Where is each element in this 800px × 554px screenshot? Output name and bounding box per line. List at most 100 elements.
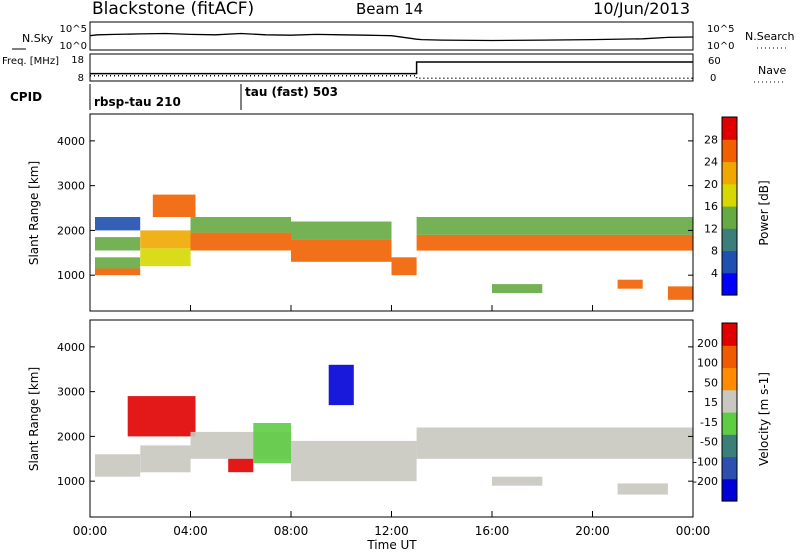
velocity-ylabel: Slant Range [km]: [27, 367, 41, 471]
y-tick-label-0: 1000: [57, 475, 85, 488]
power-panel: 1000 2000 3000 4000 Slant Range [km] 4 8 12 16…: [27, 113, 771, 312]
data-band-4: [140, 248, 191, 267]
colorbar-swatch-6: [722, 345, 737, 369]
noise-left-tick-top: 10^5: [60, 24, 87, 35]
data-band-11: [391, 257, 417, 276]
velocity-panel: 1000 2000 3000 4000 Slant Range [km] 00:00 0…: [27, 305, 771, 552]
power-data-cells: [95, 194, 693, 300]
data-band-14: [492, 284, 543, 294]
data-band-6: [328, 364, 354, 406]
y-tick-label-3: 4000: [57, 135, 85, 148]
power-y-axis: 1000 2000 3000 4000: [57, 135, 693, 282]
frequency-line: [90, 61, 693, 75]
data-band-9: [492, 476, 543, 486]
power-ylabel: Slant Range [km]: [27, 161, 41, 265]
freq-left-tick-top: 18: [71, 55, 84, 66]
noise-right-tick-top: 10^5: [707, 24, 734, 35]
colorbar-swatch-1: [722, 456, 737, 480]
colorbar-swatch-4: [722, 183, 737, 207]
velocity-colorbar-tick-1: 100: [697, 357, 718, 370]
colorbar-swatch-2: [722, 228, 737, 252]
y-tick-label-3: 4000: [57, 341, 85, 354]
power-colorbar-tick-3: 16: [704, 200, 718, 213]
freq-right-tick-top: 60: [708, 56, 721, 67]
power-colorbar-tick-0: 4: [711, 267, 718, 280]
data-band-8: [190, 217, 291, 233]
colorbar-swatch-7: [722, 323, 737, 346]
colorbar-swatch-5: [722, 367, 737, 391]
data-band-9: [291, 239, 392, 262]
noise-panel: N.Sky 10^5 10^0 10^5 10^0 N.Search: [12, 21, 795, 52]
power-colorbar-tick-1: 8: [711, 245, 718, 258]
y-tick-label-2: 3000: [57, 386, 85, 399]
velocity-colorbar-label: Velocity [m s-1]: [757, 372, 771, 466]
velocity-colorbar-tick-6: -100: [693, 455, 718, 468]
data-band-4: [228, 458, 254, 473]
data-band-0: [95, 454, 141, 477]
y-tick-label-1: 2000: [57, 430, 85, 443]
x-tick-label-3: 12:00: [374, 524, 409, 538]
data-band-8: [416, 427, 693, 459]
cpid-segment-1: rbsp-tau 210: [94, 95, 181, 109]
power-colorbar-tick-4: 20: [704, 178, 718, 191]
data-band-2: [95, 237, 141, 251]
colorbar-swatch-4: [722, 389, 737, 413]
x-tick-label-2: 08:00: [274, 524, 309, 538]
y-tick-label-1: 2000: [57, 224, 85, 237]
data-band-12: [416, 234, 693, 251]
beam-title: Beam 14: [356, 0, 423, 18]
power-colorbar-label: Power [dB]: [757, 180, 771, 245]
velocity-colorbar-tick-0: 200: [697, 337, 718, 350]
noise-sky-line: [89, 32, 694, 42]
data-band-1: [140, 445, 191, 473]
velocity-colorbar-tick-3: 15: [704, 396, 718, 409]
colorbar-frame: [721, 322, 738, 502]
colorbar-swatch-0: [722, 478, 737, 502]
data-band-7: [291, 440, 417, 482]
x-tick-label-0: 00:00: [73, 524, 108, 538]
x-tick-label-6: 00:00: [676, 524, 711, 538]
data-band-5: [140, 230, 191, 249]
velocity-y-axis: 1000 2000 3000 4000: [57, 341, 693, 488]
freq-right-tick-bottom: 0: [710, 73, 716, 84]
velocity-colorbar-tick-2: 50: [704, 376, 718, 389]
data-band-15: [617, 279, 643, 289]
cpid-panel: CPID rbsp-tau 210 tau (fast) 503: [10, 84, 338, 110]
data-band-10: [291, 221, 392, 240]
data-band-5: [253, 423, 291, 464]
data-band-1: [95, 257, 141, 269]
x-tick-label-5: 20:00: [575, 524, 610, 538]
velocity-colorbar-tick-4: -15: [700, 416, 718, 429]
nave-label: Nave: [758, 64, 786, 77]
noise-left-label: N.Sky: [22, 32, 54, 45]
colorbar-swatch-0: [722, 272, 737, 296]
power-colorbar-tick-6: 28: [704, 133, 718, 146]
colorbar-swatch-5: [722, 161, 737, 185]
data-band-3: [95, 217, 141, 231]
time-x-axis: 00:00 04:00 08:00 12:00 16:00 20:00 00:00: [73, 305, 711, 538]
colorbar-swatch-3: [722, 206, 737, 229]
power-colorbar-tick-5: 24: [704, 156, 718, 169]
station-title: Blackstone (fitACF): [92, 0, 254, 19]
x-tick-label-4: 16:00: [475, 524, 510, 538]
colorbar-swatch-1: [722, 250, 737, 274]
time-xlabel: Time UT: [366, 538, 417, 552]
noise-left-tick-bottom: 10^0: [60, 41, 87, 52]
frequency-panel: Freq. [MHz] 18 8 60 0 Nave: [2, 53, 786, 84]
data-band-13: [416, 217, 693, 235]
data-band-7: [190, 232, 291, 251]
velocity-colorbar-tick-7: -200: [693, 475, 718, 488]
power-colorbar: 4 8 12 16 20 24 28: [704, 116, 738, 296]
colorbar-swatch-3: [722, 412, 737, 435]
data-band-16: [667, 286, 693, 300]
colorbar-swatch-6: [722, 139, 737, 163]
data-band-2: [127, 396, 196, 437]
colorbar-swatch-7: [722, 117, 737, 140]
colorbar-swatch-2: [722, 434, 737, 458]
data-band-10: [617, 483, 668, 495]
cpid-label: CPID: [10, 90, 42, 104]
velocity-colorbar: 200 100 50 15 -15 -50 -100 -200: [693, 322, 738, 502]
power-colorbar-tick-2: 12: [704, 222, 718, 235]
noise-frame: [89, 21, 694, 51]
